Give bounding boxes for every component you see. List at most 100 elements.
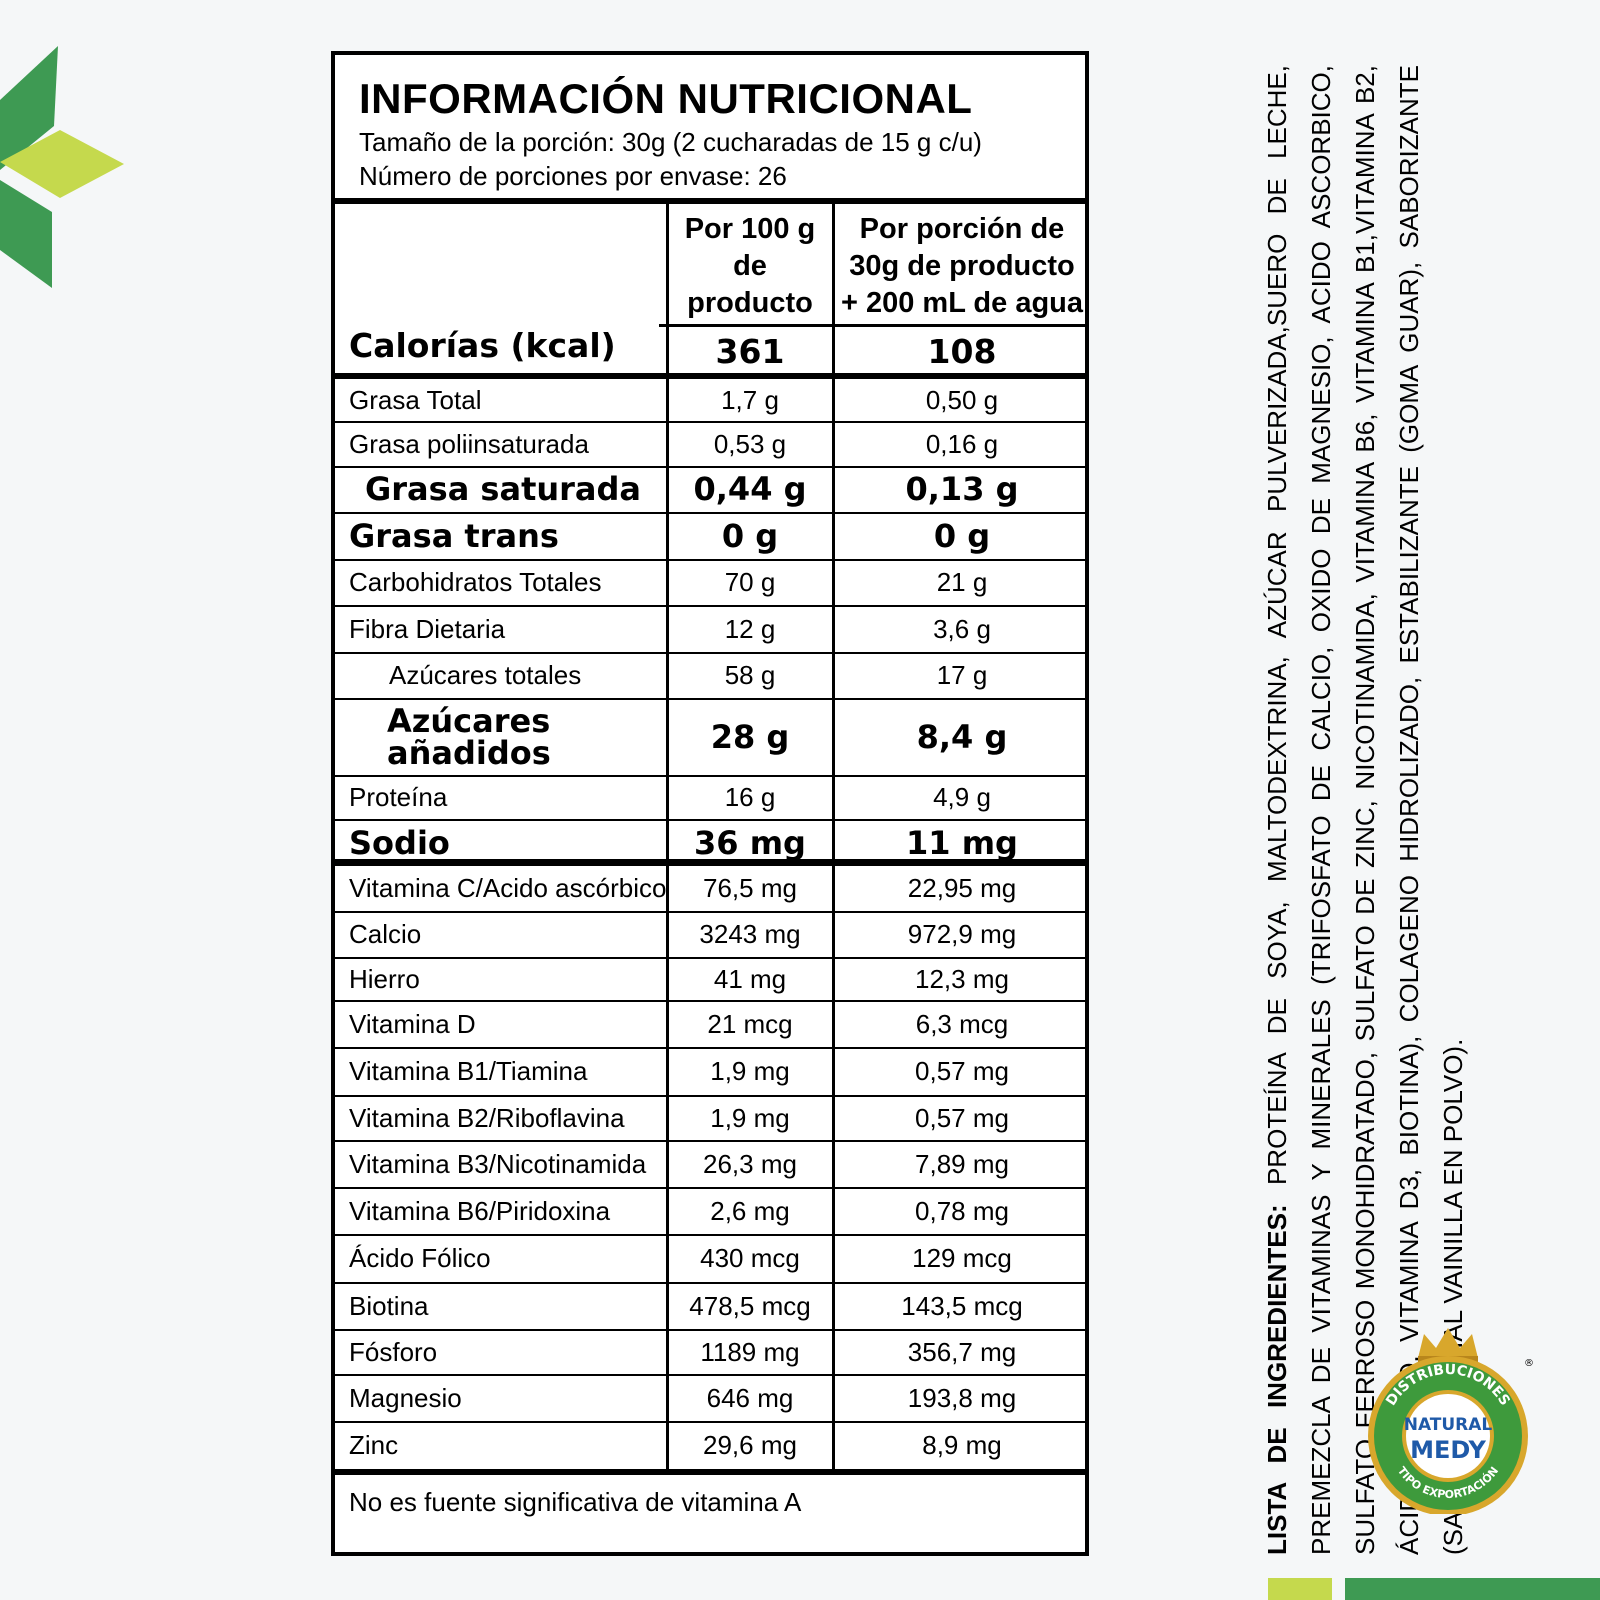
nutrient-label-lines: Azúcares añadidos: [387, 705, 551, 769]
ingredients-heading: LISTA DE INGREDIENTES:: [1262, 1204, 1292, 1555]
nutrient-perserving: 0,13 g: [905, 470, 1019, 508]
vitamin-per100: 646 mg: [706, 1382, 794, 1413]
nutrient-perserving: 0,16 g: [925, 428, 999, 459]
nutrient-label-line: Azúcares: [387, 701, 551, 740]
vitamin-per100: 1,9 mg: [710, 1102, 790, 1133]
nutrient-label: Grasa trans: [349, 517, 559, 555]
vitamin-per100: 3243 mg: [699, 919, 801, 949]
nutrient-label-line: añadidos: [387, 733, 551, 772]
footer-divider: [335, 1469, 1085, 1475]
nutrient-per100: 28 g: [710, 717, 790, 756]
vitamin-label: Vitamina B1/Tiamina: [349, 1056, 588, 1086]
nutrient-label: Proteína: [349, 782, 448, 812]
row-divider: [335, 957, 1085, 959]
row-divider: [335, 1234, 1085, 1236]
vitamin-perserving: 356,7 mg: [907, 1336, 1017, 1367]
nutrient-perserving: 0,50 g: [925, 384, 999, 415]
brand-logo: DISTRIBUCIONES TIPO EXPORTACIÓN NATURAL …: [1368, 1328, 1534, 1514]
nutrition-facts-panel: INFORMACIÓN NUTRICIONAL Tamaño de la por…: [331, 51, 1089, 1556]
leaf-decoration: [0, 46, 124, 288]
nutrient-perserving: 0 g: [933, 517, 991, 555]
panel-title: INFORMACIÓN NUTRICIONAL: [359, 75, 973, 122]
row-divider: [335, 1047, 1085, 1049]
vitamin-label: Calcio: [349, 919, 422, 949]
nutrient-per100: 0 g: [721, 517, 779, 555]
nutrient-label: Grasa poliinsaturada: [349, 428, 589, 459]
vitamin-per100: 29,6 mg: [703, 1429, 797, 1460]
column-header-perserving: Por porción de 30g de producto + 200 mL …: [835, 211, 1089, 322]
vitamin-per100: 430 mcg: [700, 1243, 800, 1273]
calories-top-divider: [659, 324, 1089, 327]
vitamin-label: Zinc: [349, 1429, 399, 1460]
vitamin-perserving: 8,9 mg: [922, 1429, 1002, 1460]
row-divider: [335, 1000, 1085, 1002]
nutrient-per100: 0,53 g: [713, 428, 787, 459]
nutrient-per100: 70 g: [724, 567, 776, 597]
vitamin-per100: 1189 mg: [700, 1336, 800, 1367]
vitamins-divider: [335, 859, 1085, 866]
footer-note: No es fuente significativa de vitamina A: [349, 1487, 802, 1517]
row-divider: [335, 775, 1085, 777]
vitamin-per100: 1,9 mg: [710, 1056, 790, 1086]
leaf-shape-top: [0, 46, 58, 170]
vitamin-per100: 76,5 mg: [703, 873, 797, 903]
vitamin-label: Fósforo: [349, 1336, 438, 1367]
vitamin-label: Magnesio: [349, 1382, 462, 1413]
nutrient-label: Azúcares totales: [389, 659, 582, 690]
serving-size: Tamaño de la porción: 30g (2 cucharadas …: [359, 127, 982, 157]
row-divider: [335, 819, 1085, 821]
corner-bar-dark: [1345, 1578, 1600, 1600]
nutrient-perserving: 3,6 g: [933, 613, 991, 644]
nutrient-per100: 1,7 g: [721, 384, 779, 415]
nutrient-perserving: 21 g: [936, 567, 988, 597]
nutrient-label: Carbohidratos Totales: [349, 567, 602, 597]
vitamin-label: Vitamina D: [349, 1008, 476, 1039]
vitamin-label: Vitamina C/Acido ascórbico: [349, 873, 667, 903]
calories-divider: [335, 373, 1085, 379]
nutrient-label: Fibra Dietaria: [349, 613, 506, 644]
row-divider: [335, 652, 1085, 654]
corner-bar-light: [1268, 1578, 1332, 1600]
vitamin-perserving: 972,9 mg: [907, 919, 1017, 949]
nutrient-label: Grasa saturada: [365, 470, 642, 508]
vitamin-label: Hierro: [349, 963, 420, 994]
row-divider: [335, 512, 1085, 514]
vitamin-per100: 2,6 mg: [710, 1195, 790, 1226]
vitamin-label: Vitamina B2/Riboflavina: [349, 1102, 625, 1133]
nutrient-label: Azúcares añadidos: [349, 698, 659, 775]
vitamin-per100: 21 mcg: [707, 1008, 793, 1039]
row-divider: [335, 1140, 1085, 1142]
nutrient-per100: 0,44 g: [693, 470, 807, 508]
nutrient-label: Grasa Total: [349, 384, 482, 415]
row-divider: [335, 698, 1085, 700]
vitamin-perserving: 143,5 mcg: [901, 1290, 1023, 1321]
nutrient-per100: 16 g: [724, 782, 776, 812]
column-header-per100-line2: de producto: [687, 250, 813, 319]
nutrient-per100: 12 g: [724, 613, 776, 644]
vitamin-perserving: 6,3 mcg: [915, 1008, 1009, 1039]
vitamin-perserving: 12,3 mg: [915, 963, 1009, 994]
vitamin-perserving: 0,57 mg: [915, 1102, 1009, 1133]
vitamin-label: Ácido Fólico: [349, 1243, 491, 1273]
nutrient-label: Sodio: [349, 823, 450, 862]
column-header-per100-line1: Por 100 g: [684, 213, 816, 245]
nutrient-perserving: 11 mg: [906, 823, 1018, 862]
nutrient-perserving: 8,4 g: [916, 717, 1008, 756]
vitamin-perserving: 0,57 mg: [915, 1056, 1009, 1086]
vitamin-label: Biotina: [349, 1290, 429, 1321]
column-divider-2: [832, 201, 835, 1471]
column-divider-1: [666, 201, 669, 1471]
nutrient-per100: 36 mg: [694, 823, 806, 862]
row-divider: [335, 421, 1085, 423]
row-divider: [335, 1282, 1085, 1284]
vitamin-per100: 26,3 mg: [703, 1148, 797, 1179]
leaf-shape-middle: [0, 130, 124, 198]
vitamin-perserving: 7,89 mg: [915, 1148, 1009, 1179]
vitamin-perserving: 129 mcg: [912, 1243, 1012, 1273]
row-divider: [335, 559, 1085, 561]
column-header-perserving-line3: + 200 mL de agua: [840, 287, 1084, 319]
registered-mark: ®: [1524, 1358, 1534, 1369]
row-divider: [335, 911, 1085, 913]
calories-label: Calorías (kcal): [349, 325, 616, 365]
logo-name-line2: MEDY: [1410, 1436, 1486, 1464]
